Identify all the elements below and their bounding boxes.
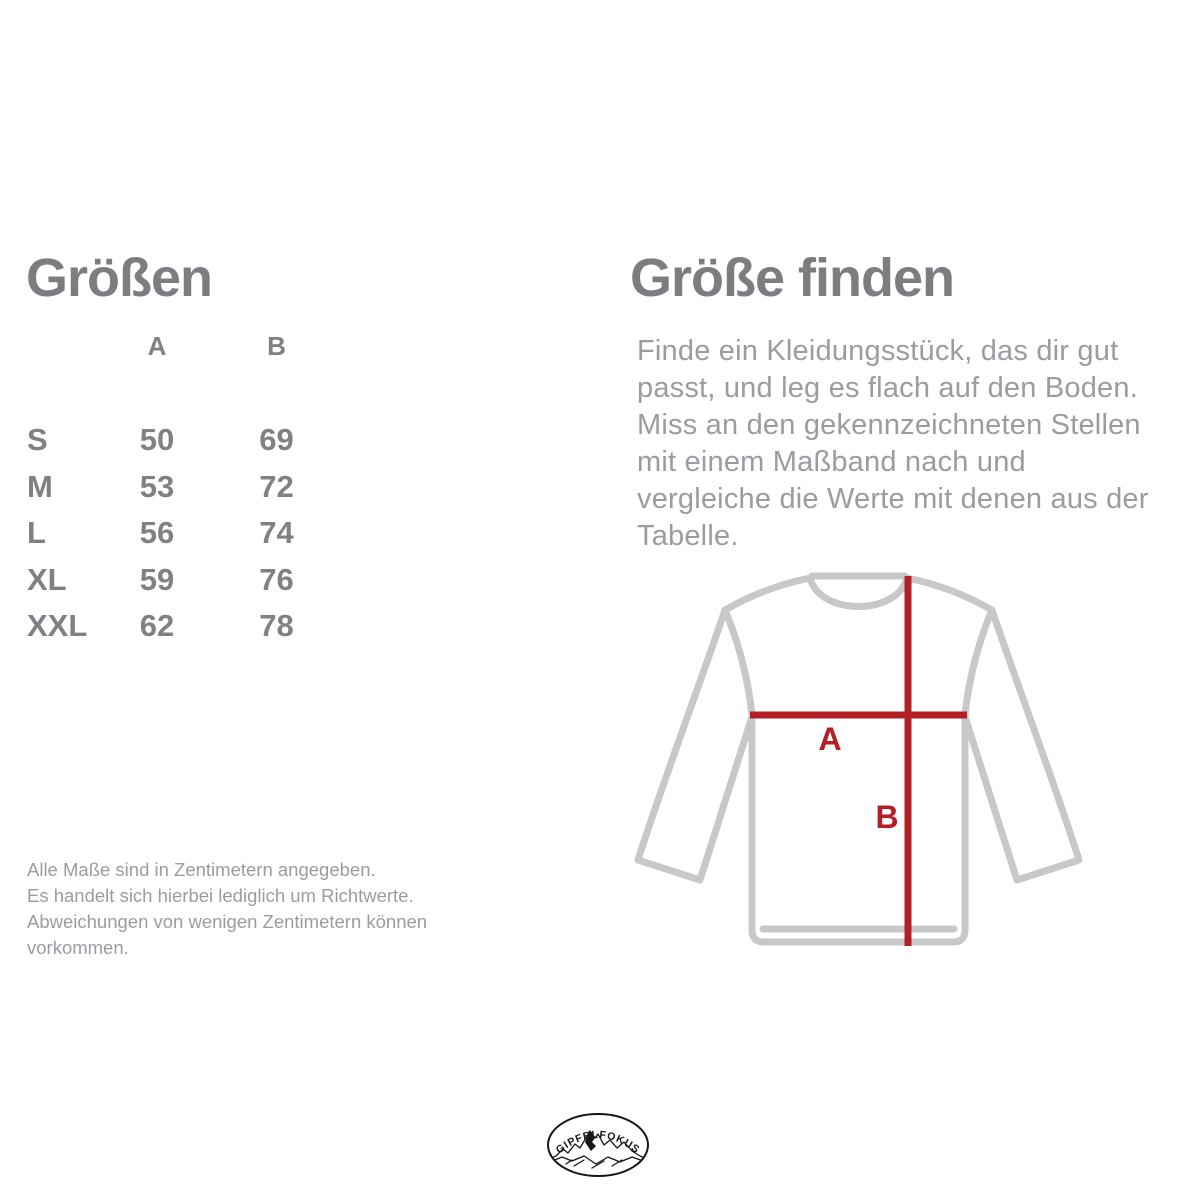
size-table-header: A B [27,331,346,362]
body-outline [748,711,969,946]
table-row: M 53 72 [27,464,346,511]
measure-b-value: 78 [259,608,294,644]
instructions-line: Miss an den gekennzeichneten Stellen [637,409,1141,441]
measure-b-value: 74 [259,515,294,551]
column-header-b: B [267,331,286,361]
right-armhole-seam [961,606,996,719]
measure-label-b: B [875,799,898,835]
measurement-disclaimer: Alle Maße sind in Zentimetern angegeben.… [27,857,427,961]
sweater-outline [634,572,1083,946]
table-row: S 50 69 [27,417,346,464]
mountain-foothills [549,1155,647,1165]
mountain-ridge [549,1130,647,1161]
collar-front-curve [806,574,911,610]
disclaimer-line: vorkommen. [27,937,129,958]
mountain-illustration [549,1130,647,1169]
column-header-a: A [147,331,167,361]
measure-a-value: 50 [139,422,175,458]
measure-a-value: 59 [139,561,175,597]
right-shoulder-line [903,574,996,614]
instructions-line: vergleiche die Werte mit denen aus der [637,483,1149,515]
find-size-heading: Größe finden [630,248,955,308]
disclaimer-line: Abweichungen von wenigen Zentimetern kön… [27,911,428,932]
disclaimer-line: Es handelt sich hierbei lediglich um Ric… [27,885,414,906]
size-label: S [27,422,48,458]
measurement-lines: A B [750,576,967,946]
measure-a-value: 62 [139,608,175,644]
table-row: XL 59 76 [27,557,346,604]
table-row: XXL 62 78 [27,603,346,650]
left-armhole-seam [721,606,756,719]
measure-b-value: 69 [259,422,294,458]
measure-label-a: A [818,721,841,757]
table-row: L 56 74 [27,510,346,557]
left-sleeve [634,606,755,884]
brand-logo: GIPFELFOKUS [547,1113,649,1177]
measure-b-value: 72 [259,468,294,504]
measure-a-value: 56 [139,515,175,551]
instructions-line: Finde ein Kleidungsstück, das dir gut [637,335,1119,367]
instructions-line: mit einem Maßband nach und [637,446,1026,478]
instructions-line: Tabelle. [637,520,739,552]
size-label: XL [27,561,67,597]
mountain-peak-shading [585,1131,596,1151]
size-table: S 50 69 M 53 72 L 56 74 XL 59 76 XXL 62 … [27,417,346,650]
sweater-measurement-diagram: A B [634,572,1083,946]
size-label: M [27,468,53,504]
measure-b-value: 76 [259,561,294,597]
size-table-header-spacer [27,331,107,362]
measuring-instructions: Finde ein Kleidungsstück, das dir gut pa… [637,333,1149,555]
mountain-hatching [565,1159,623,1169]
instructions-line: passt, und leg es flach auf den Boden. [637,372,1138,404]
disclaimer-line: Alle Maße sind in Zentimetern angegeben. [27,859,376,880]
sizes-heading: Größen [26,248,213,308]
size-label: L [27,515,46,551]
measure-a-value: 53 [139,468,175,504]
right-sleeve [962,606,1083,884]
size-label: XXL [27,608,88,644]
left-shoulder-line [721,574,814,614]
